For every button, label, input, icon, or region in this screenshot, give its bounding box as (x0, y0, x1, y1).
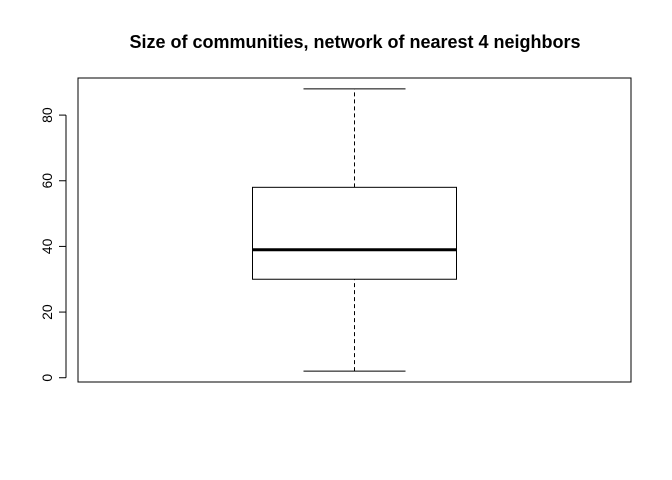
y-tick-label: 80 (39, 107, 55, 123)
y-tick-label: 40 (39, 238, 55, 254)
y-tick-label: 20 (39, 304, 55, 320)
plot-frame (77, 77, 632, 383)
y-axis: 0 20 40 60 80 (39, 107, 67, 382)
iqr-box (252, 186, 457, 280)
box-group (252, 88, 457, 372)
y-tick-label: 60 (39, 173, 55, 189)
chart-title: Size of communities, network of nearest … (129, 32, 580, 52)
y-tick-label: 0 (39, 374, 55, 382)
